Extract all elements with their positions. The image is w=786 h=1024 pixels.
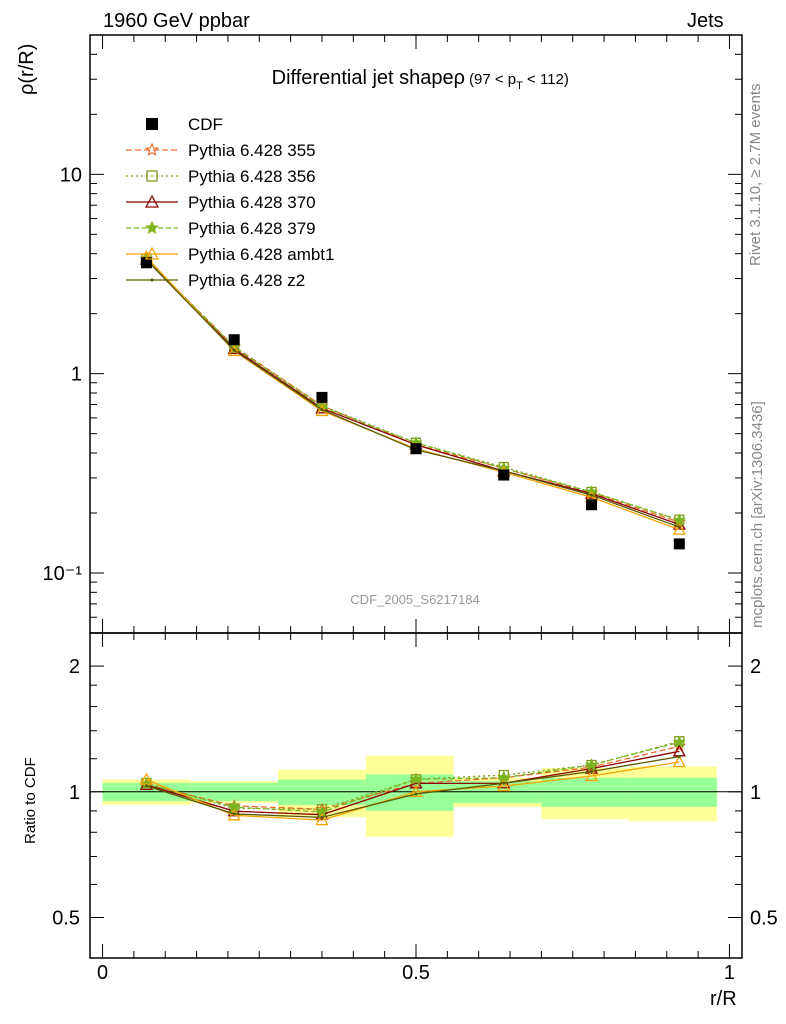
- marker-dot: [590, 770, 594, 774]
- legend-label: Pythia 6.428 370: [188, 193, 316, 212]
- marker-dot: [232, 348, 236, 352]
- uncertainty-band-green: [629, 777, 717, 807]
- series-line: [145, 258, 680, 521]
- series-line: [145, 258, 680, 523]
- series-line: [145, 259, 680, 526]
- chart-title-range: (97 < pT < 112): [469, 71, 569, 92]
- marker-triangle: [672, 522, 686, 535]
- ratio-line: [146, 750, 680, 816]
- legend-label: Pythia 6.428 355: [188, 141, 316, 160]
- marker-star: [144, 220, 160, 235]
- ratio-y-tick-label-right: 0.5: [750, 908, 778, 930]
- ratio-uncertainty-bands: [102, 755, 717, 837]
- marker-triangle: [144, 194, 160, 208]
- marker-dot: [677, 755, 681, 759]
- marker-dot: [320, 815, 324, 819]
- y-tick-label: 1: [71, 364, 82, 386]
- legend-label: Pythia 6.428 ambt1: [188, 245, 334, 264]
- marker-star: [672, 513, 686, 526]
- header-left: 1960 GeV ppbar: [103, 10, 250, 32]
- marker-triangle: [497, 779, 511, 792]
- marker-dot: [677, 525, 681, 529]
- cdf-data-points: [140, 257, 685, 550]
- data-point: [586, 499, 598, 511]
- ratio-y-tick-label: 2: [69, 656, 80, 678]
- marker-triangle: [227, 808, 241, 821]
- series-line: [145, 259, 680, 528]
- marker-triangle: [409, 784, 423, 797]
- marker-triangle: [144, 246, 160, 260]
- data-point: [140, 257, 152, 269]
- y-tick-label: 10: [60, 164, 82, 186]
- legend-label-cdf: CDF: [188, 115, 223, 134]
- marker-triangle: [672, 755, 686, 768]
- uncertainty-band-green: [541, 777, 630, 807]
- marker-dot: [144, 784, 148, 788]
- analysis-label: CDF_2005_S6217184: [350, 592, 479, 607]
- marker-star: [144, 142, 160, 157]
- x-tick-label: 1: [724, 962, 735, 984]
- data-point: [316, 391, 328, 403]
- marker-dot: [320, 408, 324, 412]
- header-right: Jets: [687, 10, 724, 32]
- data-point: [228, 334, 240, 346]
- marker-star: [584, 758, 599, 771]
- ratio-y-tick-label-right: 2: [750, 656, 761, 678]
- marker-star: [409, 772, 423, 785]
- x-tick-label: 0.5: [402, 962, 430, 984]
- marker-dot: [150, 278, 154, 282]
- marker-triangle: [139, 772, 154, 785]
- legend-marker-cdf: [146, 118, 158, 130]
- data-point: [410, 443, 422, 455]
- main-series-lines: [139, 250, 686, 535]
- ratio-y-tick-label: 0.5: [52, 908, 80, 930]
- x-tick-label: 0: [97, 962, 108, 984]
- axis-ticks: 10⁻¹ 1 10 0 0.5 1 0.5 0.5 1 1 2 2: [43, 34, 778, 984]
- marker-star: [672, 735, 686, 748]
- marker-dot: [502, 781, 506, 785]
- marker-triangle: [584, 769, 599, 782]
- marker-triangle: [315, 813, 329, 826]
- data-point: [673, 538, 685, 550]
- ratio-y-tick-label-right: 1: [750, 782, 761, 804]
- series-line: [145, 256, 680, 531]
- legend-label: Pythia 6.428 z2: [188, 271, 305, 290]
- marker-dot: [414, 792, 418, 796]
- marker-square: [146, 170, 158, 182]
- data-point: [498, 469, 510, 481]
- ratio-series-lines: [139, 735, 686, 826]
- marker-dot: [232, 812, 236, 816]
- x-axis-title: r/R: [710, 988, 737, 1010]
- series-line: [145, 258, 680, 521]
- ratio-y-tick-label: 1: [69, 782, 80, 804]
- marker-dot: [590, 493, 594, 497]
- chart-title: Differential jet shapeρ: [272, 67, 465, 89]
- legend-label: Pythia 6.428 356: [188, 167, 316, 186]
- y-tick-label: 10⁻¹: [43, 563, 83, 585]
- legend-label: Pythia 6.428 379: [188, 219, 316, 238]
- uncertainty-band-green: [365, 774, 454, 811]
- legend: CDF Pythia 6.428 355 Pythia 6.428 356 Pythi…: [126, 115, 334, 290]
- marker-triangle: [227, 344, 241, 357]
